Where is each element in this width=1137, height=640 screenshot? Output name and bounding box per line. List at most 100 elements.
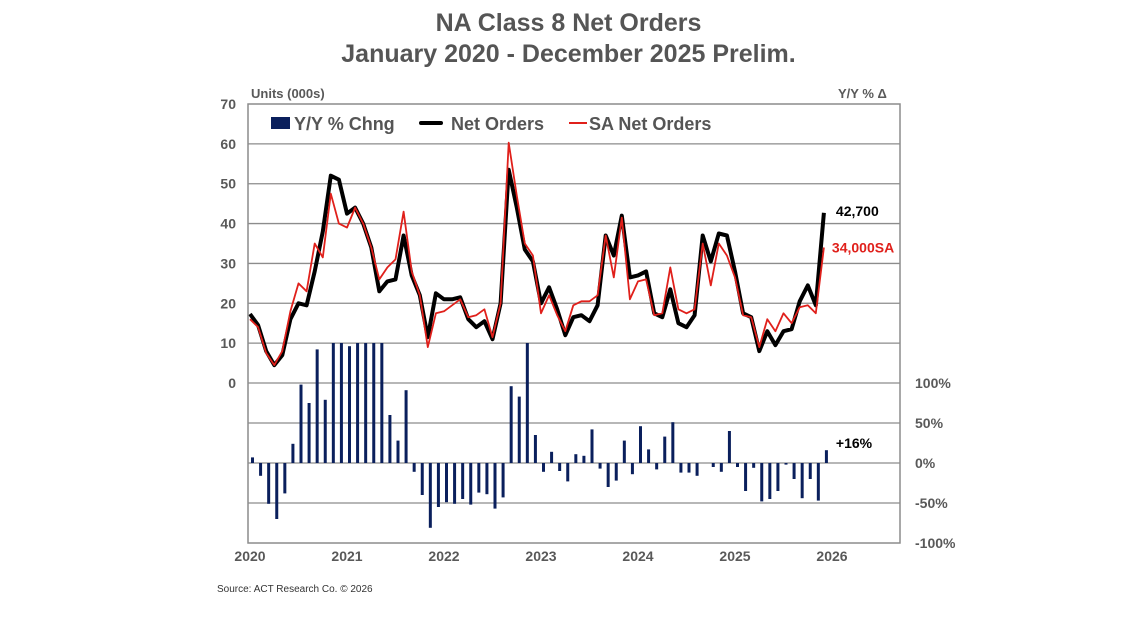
yoy-bar — [509, 386, 513, 463]
yoy-bar — [275, 463, 279, 519]
annotation-label: 42,700 — [836, 203, 879, 219]
yoy-bar — [380, 343, 384, 463]
yoy-bar — [687, 463, 691, 473]
yoy-bar — [356, 343, 360, 463]
y2-tick-label: 0% — [915, 455, 936, 471]
yoy-bar — [606, 463, 610, 487]
yoy-bar — [283, 463, 287, 494]
chart-title: NA Class 8 Net Orders — [435, 9, 702, 37]
yoy-bar — [663, 436, 667, 463]
yoy-bar — [768, 463, 772, 499]
yoy-bar — [622, 440, 626, 463]
y-tick-label: 30 — [220, 255, 236, 271]
yoy-bar — [574, 454, 578, 463]
annotation-label: +16% — [836, 435, 873, 451]
gridlines — [248, 143, 900, 504]
source-note: Source: ACT Research Co. © 2026 — [217, 584, 373, 595]
x-tick-label: 2026 — [816, 548, 847, 564]
yoy-bar — [655, 463, 659, 470]
yoy-bar — [525, 343, 529, 463]
right-axis-ticks: 100% 50% 0% -50% -100% — [915, 375, 956, 551]
yoy-bar — [558, 463, 562, 471]
yoy-bar — [445, 463, 448, 503]
net-orders-line — [248, 167, 826, 368]
yoy-bar — [348, 346, 351, 463]
yoy-bar — [542, 463, 545, 472]
yoy-bar — [485, 463, 489, 495]
yoy-bar — [461, 463, 465, 499]
x-tick-label: 2025 — [719, 548, 750, 564]
yoy-bar — [808, 463, 812, 479]
yoy-bar — [760, 463, 764, 502]
yoy-bar — [647, 449, 651, 463]
legend: Y/Y % Chng Net Orders SA Net Orders — [271, 114, 711, 134]
x-tick-label: 2020 — [234, 548, 265, 564]
yoy-bar — [824, 450, 828, 463]
yoy-bar — [679, 463, 683, 473]
yoy-bar — [323, 399, 327, 463]
yoy-bar — [315, 349, 319, 463]
y2-tick-label: -100% — [915, 535, 956, 551]
legend-label-sa-net-orders: SA Net Orders — [589, 114, 711, 134]
left-axis-label: Units (000s) — [251, 86, 325, 101]
yoy-bar — [727, 431, 731, 463]
yoy-bar — [420, 463, 424, 495]
plot-frame — [247, 103, 901, 544]
yoy-bar — [331, 343, 335, 463]
x-tick-label: 2022 — [428, 548, 459, 564]
x-tick-label: 2023 — [525, 548, 556, 564]
yoy-bar — [598, 463, 602, 469]
yoy-bar — [792, 463, 796, 479]
right-axis-label: Y/Y % Δ — [838, 86, 887, 101]
y2-tick-label: 100% — [915, 375, 951, 391]
yoy-bars — [251, 343, 828, 528]
y-tick-label: 60 — [220, 136, 236, 152]
yoy-bar — [291, 443, 295, 463]
legend-label-net-orders: Net Orders — [451, 114, 544, 134]
legend-swatch-yoy — [271, 117, 290, 129]
y2-tick-label: -50% — [915, 495, 948, 511]
chart-subtitle: January 2020 - December 2025 Prelim. — [341, 40, 796, 68]
yoy-bar — [711, 463, 715, 467]
sa-net-orders-line — [249, 141, 825, 367]
legend-label-yoy: Y/Y % Chng — [294, 114, 395, 134]
yoy-bar — [251, 457, 254, 463]
yoy-bar — [501, 463, 505, 498]
yoy-bar — [533, 435, 537, 463]
x-tick-label: 2024 — [622, 548, 653, 564]
yoy-bar — [517, 396, 521, 463]
yoy-bar — [388, 415, 392, 463]
yoy-bar — [404, 390, 408, 463]
yoy-bar — [412, 463, 416, 472]
yoy-bar — [453, 463, 457, 504]
yoy-bar — [784, 463, 788, 465]
yoy-bar — [800, 463, 804, 499]
yoy-bar — [630, 463, 634, 475]
yoy-bar — [259, 463, 263, 476]
yoy-bar — [590, 429, 594, 463]
yoy-bar — [582, 455, 586, 463]
yoy-bar — [550, 451, 554, 463]
yoy-bar — [428, 463, 432, 528]
y-tick-label: 50 — [220, 176, 236, 192]
yoy-bar — [736, 463, 739, 467]
yoy-bar — [744, 463, 748, 491]
y-tick-label: 10 — [220, 335, 236, 351]
yoy-bar — [719, 463, 723, 472]
yoy-bar — [614, 463, 618, 481]
end-annotations: 42,700 34,000SA +16% — [832, 203, 894, 451]
x-axis-ticks: 2020 2021 2022 2023 2024 2025 2026 — [234, 548, 847, 564]
yoy-bar — [477, 463, 481, 493]
yoy-bar — [671, 422, 675, 463]
yoy-bar — [396, 440, 400, 463]
yoy-bar — [493, 463, 497, 509]
y-tick-label: 70 — [220, 96, 236, 112]
y-tick-label: 0 — [228, 375, 236, 391]
yoy-bar — [364, 343, 368, 463]
yoy-bar — [436, 463, 440, 507]
yoy-bar — [776, 463, 780, 491]
yoy-bar — [639, 426, 642, 463]
yoy-bar — [299, 384, 303, 463]
yoy-bar — [307, 403, 311, 463]
